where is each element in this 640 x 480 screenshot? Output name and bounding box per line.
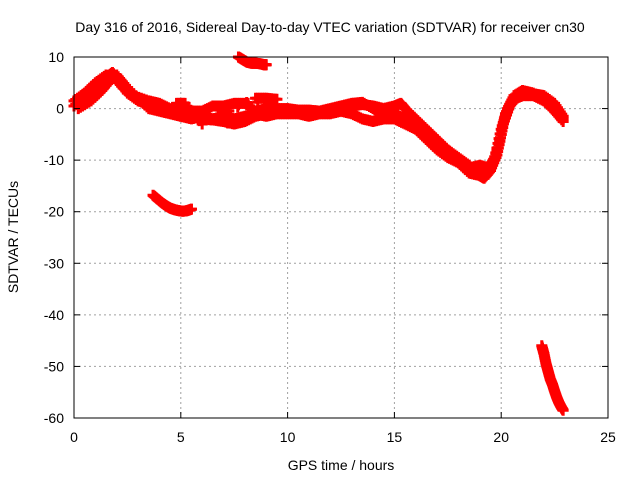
x-tick-label: 15 (387, 429, 403, 445)
data-point (205, 114, 217, 126)
x-tick-label: 25 (600, 429, 616, 445)
data-point (260, 59, 272, 71)
x-tick-label: 0 (70, 429, 78, 445)
data-point (223, 100, 235, 112)
data-point (261, 95, 273, 107)
y-tick-label: -10 (44, 152, 64, 168)
y-axis-label: SDTVAR / TECUs (5, 181, 21, 293)
x-tick-label: 20 (493, 429, 509, 445)
series-isolated-points (171, 92, 283, 130)
y-tick-label: -60 (44, 410, 64, 426)
x-tick-label: 5 (177, 429, 185, 445)
data-point (242, 97, 254, 109)
plot-border (73, 56, 609, 419)
y-tick-label: -20 (44, 204, 64, 220)
chart-title: Day 316 of 2016, Sidereal Day-to-day VTE… (75, 19, 585, 35)
axis-ticks: 0 5 10 15 20 25 10 0 -10 -20 -30 -40 -50 -60 (44, 49, 616, 445)
data-point (185, 203, 197, 215)
data-points (68, 51, 569, 416)
y-tick-label: -30 (44, 255, 64, 271)
series-segment-4-5h (147, 189, 197, 217)
data-point (271, 93, 283, 105)
data-point (222, 117, 234, 129)
data-point (557, 115, 569, 127)
y-tick-label: -40 (44, 307, 64, 323)
data-point (557, 404, 569, 416)
x-axis-label: GPS time / hours (288, 457, 395, 473)
series-segment-top-8h (232, 51, 272, 71)
data-point (196, 118, 208, 130)
data-point (252, 96, 264, 108)
series-segment-22-23h (536, 340, 569, 416)
y-tick-label: -50 (44, 358, 64, 374)
x-tick-label: 10 (280, 429, 296, 445)
data-point (232, 99, 244, 111)
y-tick-label: 10 (48, 49, 64, 65)
y-tick-label: 0 (56, 101, 64, 117)
